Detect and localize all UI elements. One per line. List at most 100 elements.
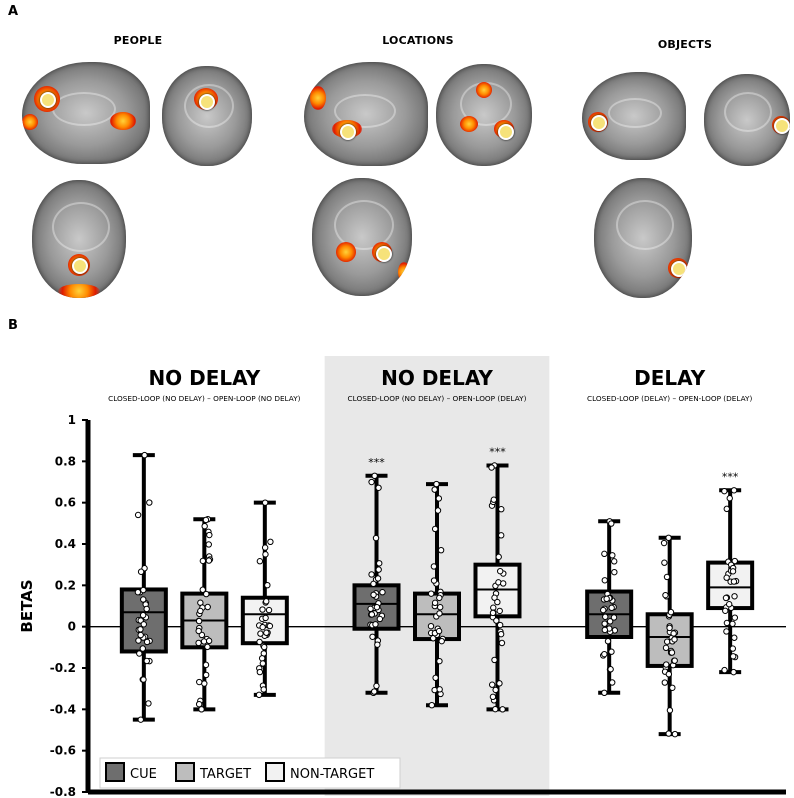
significance-label: *** [368,456,385,469]
data-point [199,557,207,565]
group-title: NO DELAY [381,366,493,390]
data-point [729,568,737,575]
data-point [601,620,608,627]
data-point [195,617,203,625]
data-point [436,604,444,611]
legend-label-non-target: NON-TARGET [290,767,374,782]
data-point [601,550,608,558]
brain-locations-sagittal [304,62,428,166]
data-point [259,623,266,631]
data-point [263,629,270,636]
data-point [206,531,213,539]
data-point [437,546,445,554]
data-point [134,511,142,519]
data-point [606,618,614,625]
y-axis-label: BETAS [18,579,36,632]
data-point [198,706,205,713]
data-point [496,680,503,687]
data-point [601,626,609,634]
data-point [368,611,376,618]
data-point [205,541,212,548]
data-point [140,621,147,628]
data-point [432,674,439,682]
data-point [372,534,380,542]
data-point [256,558,264,565]
data-point [661,559,668,566]
data-point [367,605,374,613]
y-tick-label: 0.8 [55,454,76,468]
data-point [731,634,738,641]
data-point [489,609,497,617]
data-point [262,614,269,622]
data-point [663,661,670,668]
data-point [376,560,383,567]
data-point [370,591,377,599]
data-point [258,655,266,662]
data-point [662,644,670,652]
data-point [434,507,442,514]
data-point [256,638,263,646]
data-point [371,472,378,479]
data-point [731,614,739,621]
data-point [203,590,210,598]
data-point [146,499,153,506]
data-point [436,610,443,617]
data-point [498,532,505,539]
data-point [140,586,147,594]
data-point [261,499,269,506]
data-point [731,557,738,565]
data-point [491,656,498,664]
data-point [661,679,669,686]
data-point [261,544,269,551]
group-subtitle: CLOSED-LOOP (NO DELAY) – OPEN-LOOP (DELA… [348,394,527,403]
data-point [610,614,618,621]
data-point [436,594,443,602]
data-point [667,608,675,616]
data-point [488,464,495,471]
data-point [369,633,376,640]
data-point [431,686,438,694]
box-cue [119,451,168,723]
group-title: NO DELAY [148,366,260,390]
data-point [134,588,142,596]
data-point [431,486,438,493]
data-point [671,657,678,664]
data-point [368,571,375,578]
data-point [202,671,210,679]
data-point [500,580,507,587]
data-point [601,577,608,584]
data-point [668,649,676,656]
title-locations: LOCATIONS [382,34,454,47]
data-point [604,637,612,645]
data-point [600,606,607,614]
y-tick-label: 0.6 [55,496,76,510]
data-point [490,496,498,503]
title-people: PEOPLE [113,34,163,47]
data-point [436,686,443,693]
data-point [730,653,737,660]
data-point [374,641,381,648]
data-point [730,578,738,585]
data-point [496,567,504,575]
legend-swatch-non-target [265,762,285,782]
data-point [140,676,147,683]
data-point [497,630,505,638]
data-point [438,637,445,645]
data-point [496,621,504,629]
data-point [488,681,496,688]
data-point [670,630,677,637]
brain-locations-axial [312,178,412,296]
brain-objects-sagittal [582,72,686,160]
data-point [436,657,443,665]
data-point [671,730,679,738]
data-point [611,568,618,576]
data-point [660,539,668,547]
brain-people-coronal [162,66,252,166]
data-point [611,558,618,565]
data-point [494,598,501,606]
legend-box [99,757,401,789]
data-point [435,495,443,502]
data-point [609,679,616,686]
data-point [608,604,615,612]
data-point [368,478,375,486]
